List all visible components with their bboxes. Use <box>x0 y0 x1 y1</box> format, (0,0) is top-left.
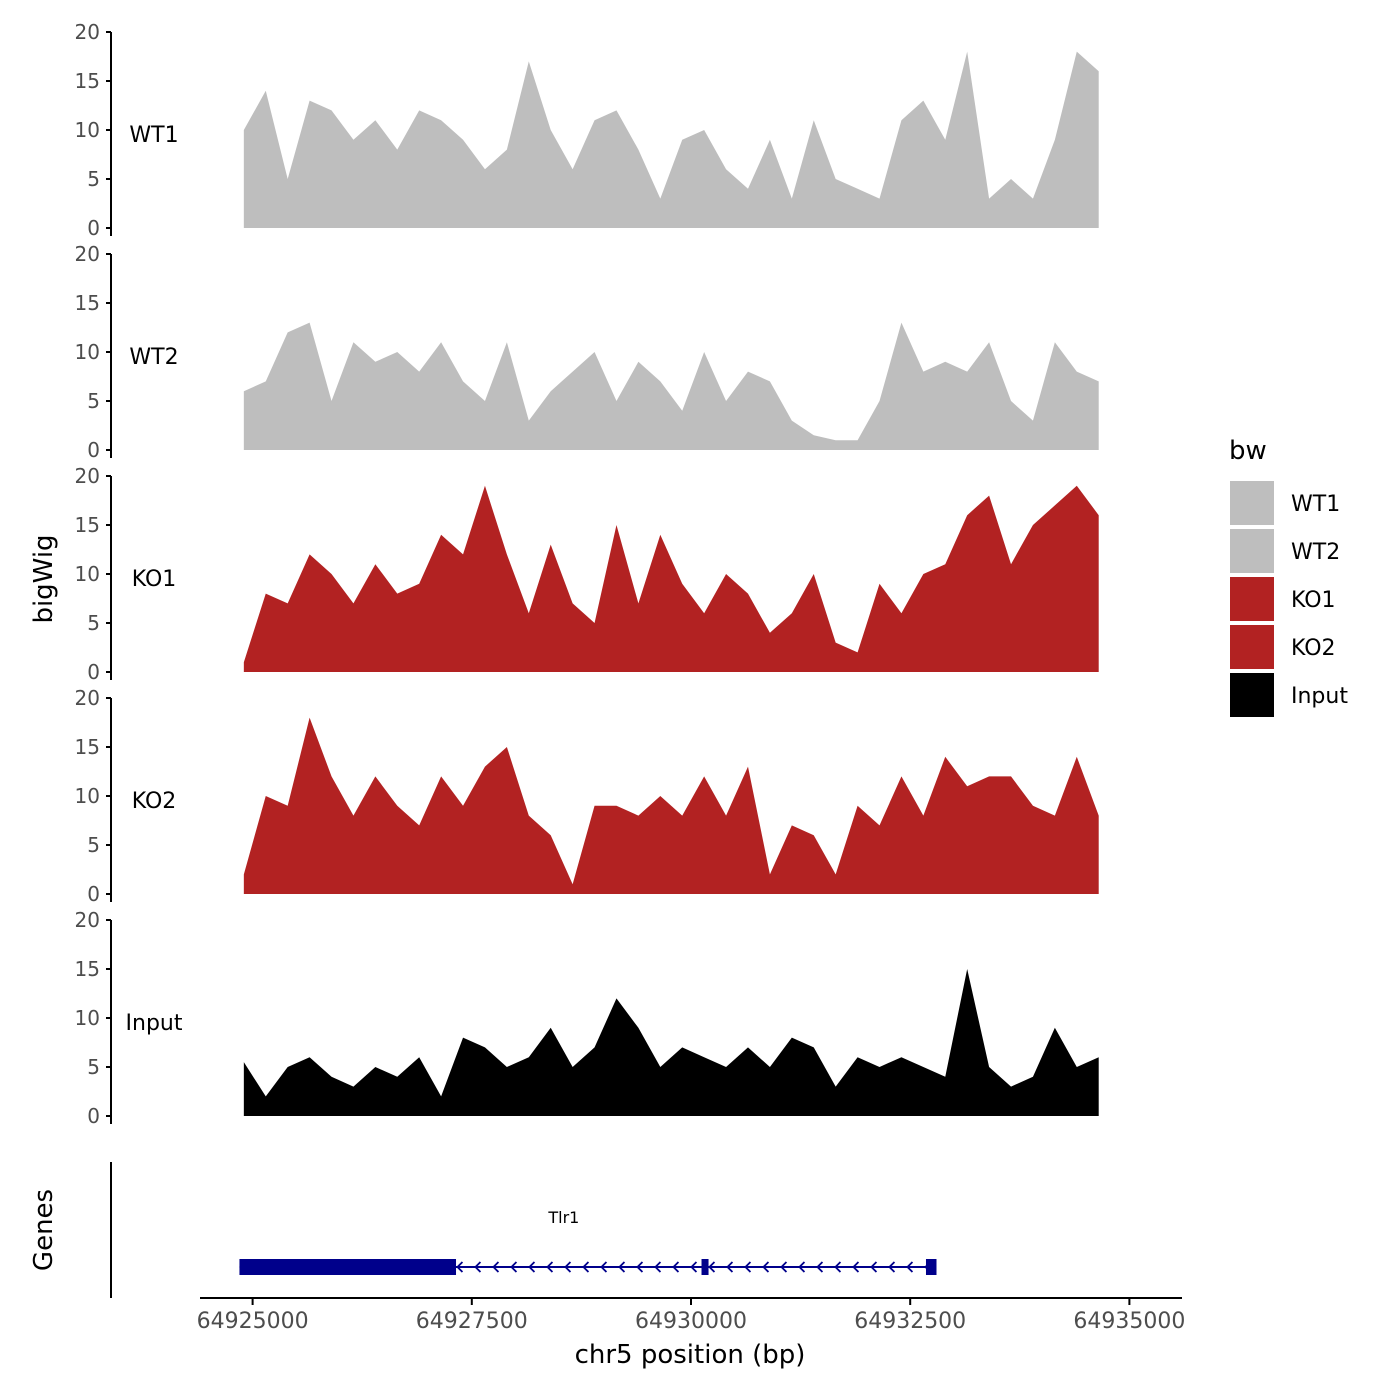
y-tick-label: 10 <box>75 340 100 364</box>
x-tick-label: 64927500 <box>416 1309 528 1334</box>
strand-arrow <box>528 1261 536 1273</box>
strand-arrow <box>672 1261 680 1273</box>
x-tick-label: 64935000 <box>1073 1309 1185 1334</box>
strand-arrow <box>564 1261 572 1273</box>
y-tick-label: 15 <box>75 291 100 315</box>
area-ko2 <box>243 717 1099 894</box>
strand-arrow <box>690 1261 698 1273</box>
y-tick-label: 10 <box>75 1006 100 1030</box>
x-tick-label: 64932500 <box>854 1309 966 1334</box>
panel-label: KO1 <box>132 567 177 592</box>
x-axis: 64925000 64927500 64930000 64932500 64935000… <box>197 1297 1185 1370</box>
y-tick-label: 5 <box>87 1055 100 1079</box>
strand-arrow <box>834 1261 842 1273</box>
legend-label: WT1 <box>1291 492 1340 517</box>
exon-block <box>239 1259 457 1275</box>
exon-block <box>925 1259 937 1275</box>
strand-arrow <box>870 1261 878 1273</box>
y-tick-label: 15 <box>75 735 100 759</box>
strand-arrow <box>582 1261 590 1273</box>
strand-arrow <box>816 1261 824 1273</box>
legend-label: KO1 <box>1291 588 1336 613</box>
y-tick-label: 5 <box>87 611 100 635</box>
y-tick-label: 0 <box>87 660 100 684</box>
panel-label: WT2 <box>129 345 178 370</box>
gene-model <box>239 1259 937 1275</box>
strand-arrow <box>708 1261 716 1273</box>
strand-arrow <box>600 1261 608 1273</box>
strand-arrow <box>798 1261 806 1273</box>
y-tick-label: 20 <box>75 464 100 488</box>
legend-key-ko2 <box>1230 625 1274 669</box>
y-axis-title: bigWig <box>29 534 59 623</box>
y-tick-label: 5 <box>87 389 100 413</box>
panel-wt1: 0 5 10 15 20 WT1 <box>75 20 1099 240</box>
legend: bw WT1 WT2 KO1 KO2 Input <box>1229 436 1348 717</box>
strand-arrow <box>618 1261 626 1273</box>
gene-track-label: Genes <box>29 1189 59 1271</box>
panel-label: KO2 <box>132 789 177 814</box>
strand-arrow <box>780 1261 788 1273</box>
area-ko1 <box>243 485 1099 672</box>
y-tick-label: 5 <box>87 167 100 191</box>
x-axis-ticks: 64925000 64927500 64930000 64932500 64935000 <box>197 1298 1185 1334</box>
legend-key-ko1 <box>1230 577 1274 621</box>
legend-items: WT1 WT2 KO1 KO2 Input <box>1230 481 1348 717</box>
strand-arrow <box>654 1261 662 1273</box>
area-wt2 <box>243 322 1099 450</box>
panel-wt2: 0 5 10 15 20 WT2 <box>75 242 1099 462</box>
strand-arrow <box>888 1261 896 1273</box>
y-tick-label: 15 <box>75 957 100 981</box>
y-tick-label: 20 <box>75 242 100 266</box>
y-tick-label: 10 <box>75 118 100 142</box>
strand-arrow <box>726 1261 734 1273</box>
y-tick-label: 10 <box>75 784 100 808</box>
legend-key-wt1 <box>1230 481 1274 525</box>
legend-label: WT2 <box>1291 540 1340 565</box>
legend-label: Input <box>1291 684 1348 709</box>
area-wt1 <box>243 51 1099 228</box>
y-tick-label: 20 <box>75 686 100 710</box>
strand-arrow <box>492 1261 500 1273</box>
y-tick-label: 15 <box>75 513 100 537</box>
panel-label: Input <box>126 1011 183 1036</box>
strand-arrow <box>474 1261 482 1273</box>
legend-key-wt2 <box>1230 529 1274 573</box>
strand-arrow <box>744 1261 752 1273</box>
strand-arrow <box>546 1261 554 1273</box>
strand-arrow <box>510 1261 518 1273</box>
strand-arrow <box>906 1261 914 1273</box>
panel-ko1: 0 5 10 15 20 KO1 <box>75 464 1099 684</box>
legend-title: bw <box>1229 436 1267 466</box>
y-tick-label: 0 <box>87 1104 100 1128</box>
y-tick-label: 15 <box>75 69 100 93</box>
legend-label: KO2 <box>1291 636 1336 661</box>
y-tick-label: 20 <box>75 908 100 932</box>
panel-ko2: 0 5 10 15 20 KO2 <box>75 686 1099 906</box>
strand-arrow <box>852 1261 860 1273</box>
gene-name-label: Tlr1 <box>547 1208 579 1227</box>
y-tick-label: 5 <box>87 833 100 857</box>
gene-track: Genes Tlr1 <box>29 1162 937 1298</box>
x-tick-label: 64925000 <box>197 1309 309 1334</box>
strand-arrow <box>762 1261 770 1273</box>
x-axis-title: chr5 position (bp) <box>575 1340 806 1370</box>
y-tick-label: 0 <box>87 216 100 240</box>
y-tick-label: 0 <box>87 882 100 906</box>
strand-arrow <box>636 1261 644 1273</box>
exon-block <box>701 1259 709 1275</box>
panel-label: WT1 <box>129 123 178 148</box>
signal-panels: 0 5 10 15 20 WT1 0 5 10 15 20 WT2 0 5 10 15 20 KO1 0 5 10 15 2… <box>75 20 1099 1128</box>
y-tick-label: 0 <box>87 438 100 462</box>
area-input <box>243 969 1099 1116</box>
y-tick-label: 10 <box>75 562 100 586</box>
legend-key-input <box>1230 673 1274 717</box>
y-tick-label: 20 <box>75 20 100 44</box>
x-tick-label: 64930000 <box>635 1309 747 1334</box>
panel-input: 0 5 10 15 20 Input <box>75 908 1099 1128</box>
strand-arrow <box>456 1261 464 1273</box>
